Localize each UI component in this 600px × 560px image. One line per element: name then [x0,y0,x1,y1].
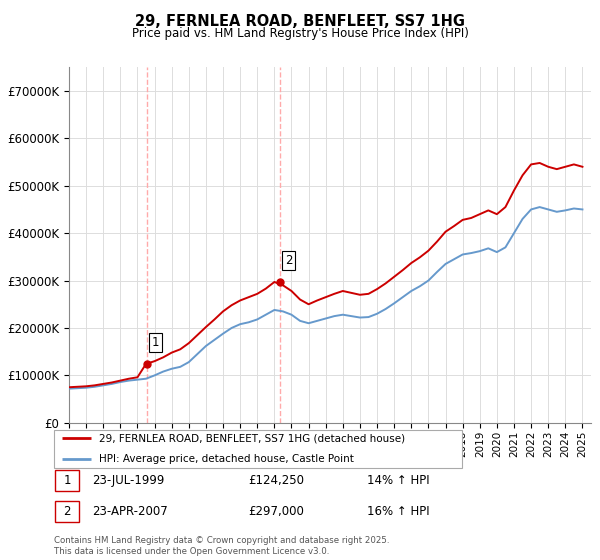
FancyBboxPatch shape [55,501,79,522]
Text: 1: 1 [63,474,71,487]
Text: 14% ↑ HPI: 14% ↑ HPI [367,474,430,487]
FancyBboxPatch shape [55,470,79,491]
FancyBboxPatch shape [54,430,462,468]
Text: 16% ↑ HPI: 16% ↑ HPI [367,505,430,518]
Text: £124,250: £124,250 [248,474,304,487]
Text: 2: 2 [285,254,292,267]
Text: 23-APR-2007: 23-APR-2007 [92,505,167,518]
Text: 1: 1 [152,336,160,349]
Text: Contains HM Land Registry data © Crown copyright and database right 2025.
This d: Contains HM Land Registry data © Crown c… [54,536,389,556]
Text: Price paid vs. HM Land Registry's House Price Index (HPI): Price paid vs. HM Land Registry's House … [131,27,469,40]
Text: HPI: Average price, detached house, Castle Point: HPI: Average price, detached house, Cast… [99,454,354,464]
Text: 23-JUL-1999: 23-JUL-1999 [92,474,164,487]
Text: 29, FERNLEA ROAD, BENFLEET, SS7 1HG: 29, FERNLEA ROAD, BENFLEET, SS7 1HG [135,14,465,29]
Text: £297,000: £297,000 [248,505,304,518]
Text: 2: 2 [63,505,71,518]
Text: 29, FERNLEA ROAD, BENFLEET, SS7 1HG (detached house): 29, FERNLEA ROAD, BENFLEET, SS7 1HG (det… [99,433,405,444]
